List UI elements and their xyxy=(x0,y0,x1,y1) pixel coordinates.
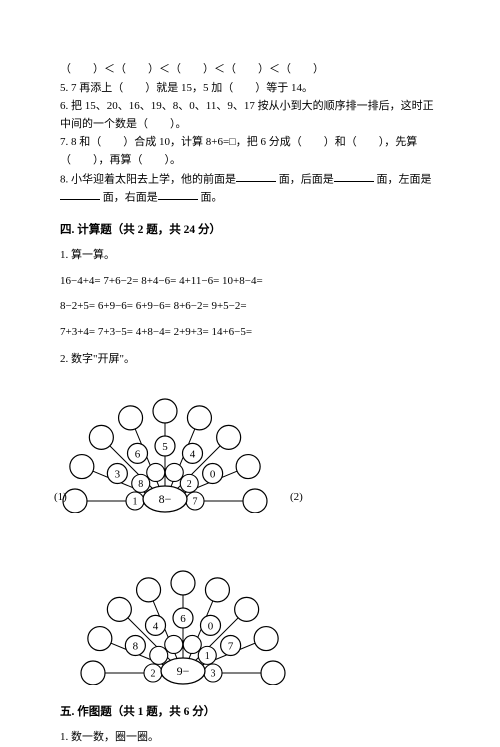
index-2: (2) xyxy=(290,489,303,507)
blank[interactable] xyxy=(60,189,100,200)
q8-d: 面，右面是 xyxy=(103,191,158,203)
q4-1: 1. 算一算。 xyxy=(60,247,440,265)
svg-text:0: 0 xyxy=(210,468,216,480)
fan-diagram-1: 3 6 5 4 0 18 27 8− xyxy=(60,383,270,513)
index-1: (1) xyxy=(54,491,67,503)
q-top-chain: （ ）＜（ ）＜（ ）＜（ ）＜（ ） xyxy=(60,61,440,79)
svg-text:8: 8 xyxy=(133,640,139,652)
svg-text:0: 0 xyxy=(208,620,214,632)
section-5-title: 五. 作图题（共 1 题，共 6 分） xyxy=(60,703,440,721)
svg-text:8: 8 xyxy=(138,479,143,490)
fan-svg-2: 8 4 6 0 7 2 13 9− xyxy=(78,555,288,685)
svg-text:1: 1 xyxy=(205,650,210,661)
svg-text:1: 1 xyxy=(133,496,138,507)
svg-text:9−: 9− xyxy=(177,664,190,678)
svg-text:4: 4 xyxy=(190,448,196,460)
svg-text:2: 2 xyxy=(151,668,156,679)
svg-text:8−: 8− xyxy=(159,492,172,506)
section-4-title: 四. 计算题（共 2 题，共 24 分） xyxy=(60,221,440,239)
blank[interactable] xyxy=(158,189,198,200)
q5: 5. 7 再添上（ ）就是 15，5 加（ ）等于 14。 xyxy=(60,80,440,98)
svg-text:3: 3 xyxy=(211,668,216,679)
svg-text:6: 6 xyxy=(135,448,141,460)
svg-text:4: 4 xyxy=(153,620,159,632)
svg-text:7: 7 xyxy=(193,496,198,507)
q4-2: 2. 数字"开屏"。 xyxy=(60,351,440,369)
fan-diagram-2: 8 4 6 0 7 2 13 9− xyxy=(78,555,440,685)
calc-row-3: 7+3+4= 7+3−5= 4+8−4= 2+9+3= 14+6−5= xyxy=(60,324,440,342)
q7: 7. 8 和（ ）合成 10，计算 8+6=□，把 6 分成（ ）和（ ），先算… xyxy=(60,134,440,169)
svg-text:5: 5 xyxy=(162,441,168,453)
fan-svg-1: 3 6 5 4 0 18 27 8− xyxy=(60,383,270,513)
q8-a: 8. 小华迎着太阳去上学，他的前面是 xyxy=(60,173,236,185)
q8-c: 面，左面是 xyxy=(377,173,432,185)
calc-row-1: 16−4+4= 7+6−2= 8+4−6= 4+11−6= 10+8−4= xyxy=(60,273,440,291)
svg-text:6: 6 xyxy=(180,613,186,625)
blank[interactable] xyxy=(236,171,276,182)
q8-e: 面。 xyxy=(201,191,223,203)
blank[interactable] xyxy=(334,171,374,182)
svg-text:2: 2 xyxy=(187,479,192,490)
q8-b: 面，后面是 xyxy=(279,173,334,185)
svg-text:3: 3 xyxy=(115,468,121,480)
q8: 8. 小华迎着太阳去上学，他的前面是 面，后面是 面，左面是 面，右面是 面。 xyxy=(60,171,440,207)
q5-1: 1. 数一数，圈一圈。 xyxy=(60,729,440,747)
q6: 6. 把 15、20、16、19、8、0、11、9、17 按从小到大的顺序排一排… xyxy=(60,98,440,133)
calc-row-2: 8−2+5= 6+9−6= 6+9−6= 8+6−2= 9+5−2= xyxy=(60,298,440,316)
svg-text:7: 7 xyxy=(228,640,234,652)
